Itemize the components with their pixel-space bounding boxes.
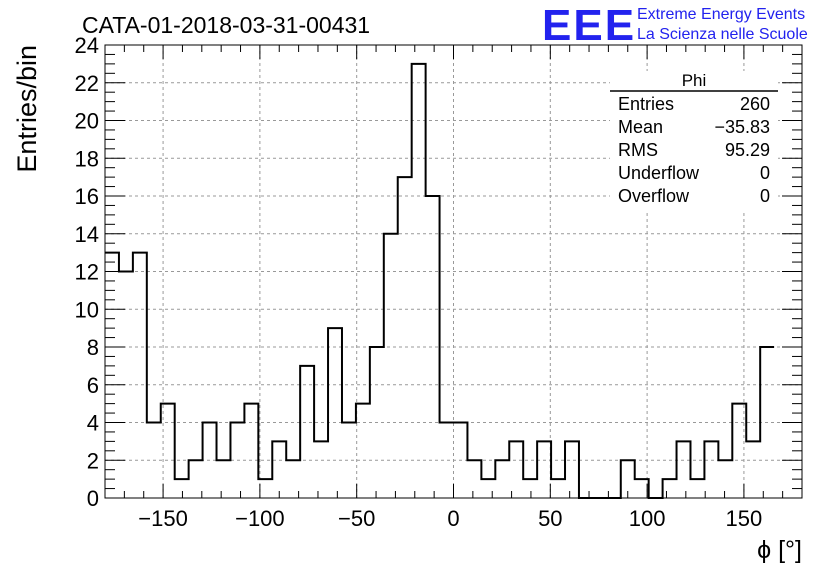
histogram-bin-26 xyxy=(467,460,481,498)
histogram-series xyxy=(105,62,775,499)
eee-logo-line2: La Scienza nelle Scuole xyxy=(637,26,808,43)
histogram-bin-41 xyxy=(677,441,691,498)
histogram-bin-42 xyxy=(690,479,704,498)
histogram-bin-40 xyxy=(663,479,677,498)
histogram-bin-25 xyxy=(454,423,468,499)
eee-logo-mark: EEE xyxy=(542,1,636,50)
histogram-bin-16 xyxy=(328,328,342,498)
histogram-bin-18 xyxy=(356,404,370,498)
histogram-bin-27 xyxy=(481,479,495,498)
x-tick-label-0: −150 xyxy=(138,506,188,531)
y-tick-label-4: 8 xyxy=(87,335,99,360)
tick-labels: −150 −100 −50 0 50 100 15002468101214161820222… xyxy=(75,33,763,531)
histogram-bin-10 xyxy=(244,404,258,498)
x-tick-label-2: −50 xyxy=(338,506,375,531)
stats-box-background xyxy=(610,71,778,211)
y-tick-label-12: 24 xyxy=(75,33,99,58)
y-tick-label-11: 22 xyxy=(75,71,99,96)
histogram-bin-45 xyxy=(732,404,746,498)
histogram-bin-30 xyxy=(523,479,537,498)
histogram-bin-19 xyxy=(370,347,384,498)
histogram-bin-33 xyxy=(565,441,579,498)
histogram-bin-11 xyxy=(258,479,272,498)
y-tick-label-6: 12 xyxy=(75,260,99,285)
histogram-bin-6 xyxy=(189,460,203,498)
x-axis-label: ϕ [°] xyxy=(757,536,802,564)
y-tick-label-1: 2 xyxy=(87,448,99,473)
eee-logo-line1: Extreme Energy Events xyxy=(637,6,805,23)
histogram-bin-23 xyxy=(426,196,440,498)
histogram-bin-24 xyxy=(440,423,454,499)
y-tick-label-3: 6 xyxy=(87,373,99,398)
y-tick-label-8: 16 xyxy=(75,184,99,209)
histogram-bin-5 xyxy=(175,479,189,498)
histogram-bin-46 xyxy=(746,441,760,498)
x-tick-label-3: 0 xyxy=(447,506,459,531)
stats-value-entries: 260 xyxy=(740,94,770,114)
y-tick-label-9: 18 xyxy=(75,146,99,171)
stats-label-overflow: Overflow xyxy=(618,186,690,206)
stats-label-mean: Mean xyxy=(618,117,663,137)
y-tick-label-10: 20 xyxy=(75,109,99,134)
histogram-bin-3 xyxy=(147,423,161,499)
histogram-bin-32 xyxy=(551,479,565,498)
histogram-bin-38 xyxy=(635,479,649,498)
stats-value-overflow: 0 xyxy=(760,186,770,206)
histogram-bin-20 xyxy=(384,234,398,498)
y-tick-label-0: 0 xyxy=(87,486,99,511)
histogram-bin-22 xyxy=(412,64,426,498)
chart-title: CATA-01-2018-03-31-00431 xyxy=(82,12,370,38)
histogram-bin-4 xyxy=(161,404,175,498)
histogram-bin-21 xyxy=(398,177,412,498)
histogram-bin-47 xyxy=(760,347,774,498)
histogram-bin-17 xyxy=(342,423,356,499)
histogram-bin-31 xyxy=(537,441,551,498)
stats-value-mean: −35.83 xyxy=(714,117,770,137)
histogram-bin-15 xyxy=(314,441,328,498)
histogram-bin-14 xyxy=(300,366,314,498)
stats-label-underflow: Underflow xyxy=(618,163,700,183)
histogram-bin-8 xyxy=(217,460,231,498)
axis-ticks xyxy=(104,44,803,499)
histogram-bin-44 xyxy=(718,460,732,498)
stats-value-rms: 95.29 xyxy=(725,140,770,160)
stats-label-rms: RMS xyxy=(618,140,658,160)
stats-box: Phi Entries 260 Mean −35.83 RMS 95.29 Un… xyxy=(610,71,778,211)
x-tick-label-5: 100 xyxy=(629,506,666,531)
histogram-bin-2 xyxy=(133,253,147,498)
histogram-bin-12 xyxy=(272,441,286,498)
y-tick-label-2: 4 xyxy=(87,411,99,436)
y-tick-label-7: 14 xyxy=(75,222,99,247)
y-tick-label-5: 10 xyxy=(75,297,99,322)
histogram-bin-7 xyxy=(203,423,217,499)
stats-value-underflow: 0 xyxy=(760,163,770,183)
x-tick-label-4: 50 xyxy=(538,506,562,531)
x-tick-label-6: 150 xyxy=(726,506,763,531)
histogram-bin-13 xyxy=(286,460,300,498)
histogram-outline xyxy=(105,62,775,499)
x-tick-label-1: −100 xyxy=(235,506,285,531)
y-axis-label: Entries/bin xyxy=(12,45,42,173)
histogram-bin-29 xyxy=(509,441,523,498)
stats-label-entries: Entries xyxy=(618,94,674,114)
histogram-bin-9 xyxy=(230,423,244,499)
histogram-bin-43 xyxy=(704,441,718,498)
eee-logo: EEE Extreme Energy Events La Scienza nel… xyxy=(542,1,808,50)
histogram-bin-28 xyxy=(495,460,509,498)
stats-box-title: Phi xyxy=(682,71,707,90)
